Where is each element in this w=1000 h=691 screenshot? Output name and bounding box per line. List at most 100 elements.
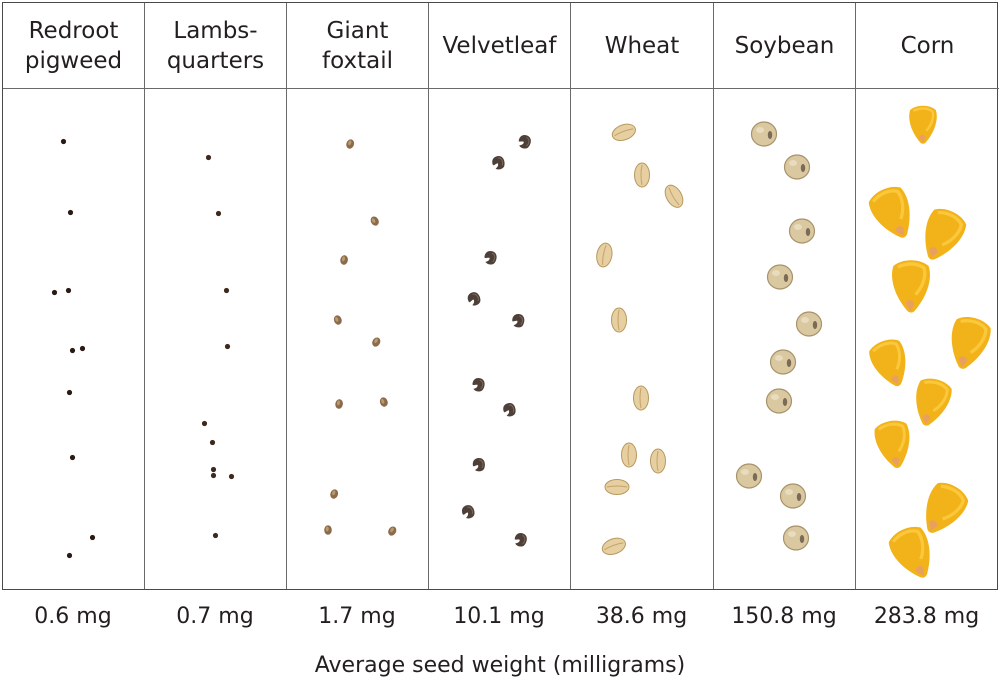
tiny-dark-seed-icon (60, 130, 67, 149)
seed-area (856, 89, 999, 589)
round-bean-icon (750, 120, 778, 152)
tiny-dark-seed-icon (205, 146, 212, 165)
kidney-seed-icon (507, 311, 529, 336)
round-bean-icon (795, 310, 823, 342)
tiny-dark-seed-icon (228, 465, 235, 484)
grain-seed-icon (592, 240, 615, 275)
kidney-seed-icon (470, 456, 488, 478)
kidney-seed-icon (499, 400, 521, 425)
round-bean-icon (769, 348, 797, 380)
seed-weight-label: 150.8 mg (731, 604, 837, 629)
grain-seed-icon (649, 447, 667, 479)
small-oval-seed-icon (376, 392, 392, 413)
tiny-dark-seed-icon (65, 279, 72, 298)
seed-weight-label: 0.6 mg (34, 604, 112, 629)
column-wheat: Wheat (571, 3, 714, 589)
tiny-dark-seed-icon (212, 524, 219, 543)
corn-kernel-icon (903, 371, 960, 436)
round-bean-icon (782, 524, 810, 556)
seed-name-line: Lambs- (173, 17, 258, 44)
tiny-dark-seed-icon (51, 281, 58, 300)
seed-name-line: Giant (326, 17, 389, 44)
tiny-dark-seed-icon (69, 339, 76, 358)
tiny-dark-seed-icon (89, 526, 96, 545)
kidney-seed-icon (512, 131, 536, 158)
column-velvetleaf: Velvetleaf (429, 3, 571, 589)
seed-area (714, 89, 855, 589)
column-header: Lambs-quarters (145, 3, 286, 89)
corn-kernel-icon (867, 415, 920, 478)
seed-name-line: Corn (900, 32, 955, 59)
kidney-seed-icon (457, 501, 480, 527)
corn-kernel-icon (937, 309, 1000, 381)
tiny-dark-seed-icon (67, 201, 74, 220)
kidney-seed-icon (508, 529, 532, 556)
grain-seed-icon (620, 441, 638, 473)
grain-seed-icon (599, 478, 631, 496)
seed-area (3, 89, 144, 589)
column-header: Velvetleaf (429, 3, 570, 89)
small-oval-seed-icon (383, 521, 401, 542)
seed-area (571, 89, 713, 589)
axis-title: Average seed weight (milligrams) (314, 653, 686, 678)
column-header: Giant foxtail (287, 3, 428, 89)
kidney-seed-icon (466, 374, 489, 400)
seed-area (145, 89, 286, 589)
kidney-seed-icon (478, 247, 501, 273)
seed-name-line: Redroot (28, 17, 119, 44)
seed-name-line: quarters (166, 47, 265, 74)
seed-name-line: Velvetleaf (442, 32, 557, 59)
seed-name-line: foxtail (322, 47, 393, 74)
tiny-dark-seed-icon (210, 464, 217, 483)
seed-comparison-grid: Redroot pigweed Lambs-quarters Giant foxtail… (2, 2, 999, 590)
small-oval-seed-icon (366, 211, 384, 232)
seed-weight-label: 38.6 mg (595, 604, 688, 629)
corn-kernel-icon (906, 199, 976, 275)
kidney-seed-icon (463, 288, 487, 315)
column-soybean: Soybean (714, 3, 856, 589)
tiny-dark-seed-icon (69, 446, 76, 465)
tiny-dark-seed-icon (209, 431, 216, 450)
tiny-dark-seed-icon (215, 202, 222, 221)
corn-kernel-icon (861, 331, 921, 399)
tiny-dark-seed-icon (223, 279, 230, 298)
grain-seed-icon (659, 180, 691, 217)
small-oval-seed-icon (326, 484, 342, 505)
tiny-dark-seed-icon (79, 337, 86, 356)
column-lambsquarters: Lambs-quarters (145, 3, 287, 589)
small-oval-seed-icon (323, 521, 333, 540)
tiny-dark-seed-icon (66, 544, 73, 563)
seed-area (429, 89, 570, 589)
column-header: Wheat (571, 3, 713, 89)
column-corn: Corn (856, 3, 999, 589)
seed-weight-label: 10.1 mg (453, 604, 545, 629)
seed-name-line: Wheat (604, 32, 680, 59)
small-oval-seed-icon (342, 134, 358, 155)
small-oval-seed-icon (367, 332, 385, 353)
corn-kernel-icon (905, 104, 940, 149)
round-bean-icon (788, 217, 816, 249)
kidney-seed-icon (488, 153, 510, 178)
small-oval-seed-icon (330, 310, 346, 331)
tiny-dark-seed-icon (224, 335, 231, 354)
column-header: Soybean (714, 3, 855, 89)
small-oval-seed-icon (332, 394, 345, 414)
grain-seed-icon (633, 161, 651, 193)
round-bean-icon (783, 153, 811, 185)
seed-weight-label: 283.8 mg (873, 604, 980, 629)
grain-seed-icon (604, 119, 640, 147)
corn-kernel-icon (859, 177, 929, 253)
small-oval-seed-icon (337, 250, 350, 270)
grain-seed-icon (632, 384, 650, 416)
seed-area (287, 89, 428, 589)
corn-kernel-icon (906, 472, 979, 550)
tiny-dark-seed-icon (210, 458, 217, 477)
round-bean-icon (766, 263, 794, 295)
corn-kernel-icon (887, 257, 935, 319)
round-bean-icon (735, 462, 763, 494)
round-bean-icon (765, 387, 793, 419)
grain-seed-icon (610, 306, 628, 338)
grain-seed-icon (594, 533, 630, 561)
round-bean-icon (779, 482, 807, 514)
tiny-dark-seed-icon (66, 381, 73, 400)
